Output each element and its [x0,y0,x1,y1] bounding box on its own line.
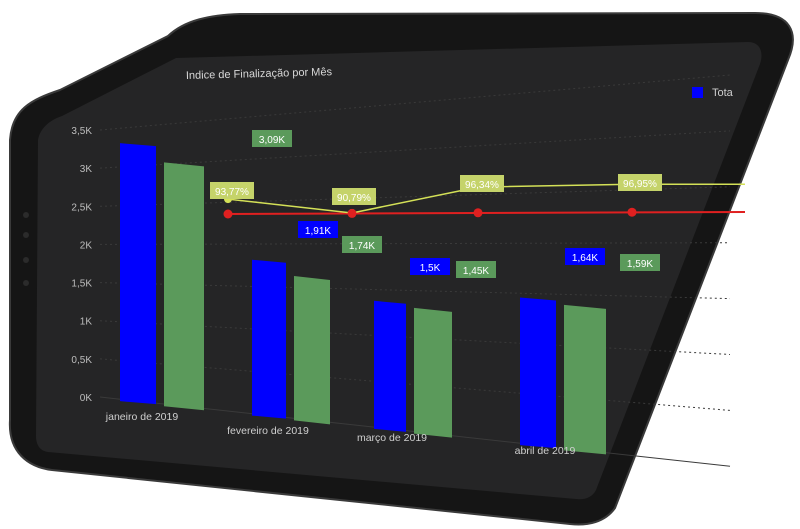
data-label-box [342,236,382,253]
bar-total [120,143,156,405]
reference-point [627,207,637,217]
bar-finalizado [164,162,204,411]
data-label-box [456,261,496,278]
legend-label: Tota [712,87,734,99]
camera-dot [23,280,29,286]
bar-total [252,259,286,419]
percent-label-box [460,175,504,192]
data-label: 1,74K [349,241,375,252]
gridline [99,282,731,300]
y-tick-label: 3K [80,164,93,175]
gridline [99,242,731,245]
y-tick-label: 1,5K [71,279,92,290]
data-label-box [410,258,450,275]
data-label-box [620,254,660,271]
percent-label: 96,34% [465,180,499,191]
data-label: 3,09K [259,135,285,146]
x-tick-label: janeiro de 2019 [105,411,179,423]
bar-total [374,300,406,432]
chart-area: 0K 0,5K 1K 1,5K 2K 2,5K 3K 3,5K 3,09K janeiro de … [71,74,746,467]
bar-finalizado [294,275,330,425]
percent-label: 90,79% [337,193,371,204]
percent-label: 96,95% [623,179,657,190]
data-label: 1,91K [305,226,331,237]
data-label: 1,5K [420,263,441,274]
legend: Tota [692,87,734,99]
x-tick-label: abril de 2019 [515,445,576,457]
gridline [99,74,731,131]
y-tick-label: 2K [80,240,93,251]
percent-label-box [332,188,376,205]
bar-total [520,297,556,449]
data-label: 1,45K [463,266,489,277]
y-tick-label: 0K [80,393,93,404]
percent-label: 93,77% [215,187,249,198]
reference-point [347,208,357,218]
percent-label-box [618,174,662,191]
data-label: 1,64K [572,253,598,264]
legend-swatch [692,87,703,98]
reference-point [473,208,483,218]
percentage-line [227,183,633,214]
data-label: 1,59K [627,259,653,270]
camera-dot [23,212,29,218]
percent-label-box [210,182,254,199]
y-tick-label: 0,5K [71,355,92,366]
x-tick-label: março de 2019 [357,432,427,444]
bar-finalizado [564,304,606,455]
camera-dot [23,257,29,263]
y-tick-label: 1K [80,317,93,328]
bar-finalizado [414,307,452,438]
reference-point [223,209,233,219]
gridline [99,130,731,169]
camera-dot [23,232,29,238]
data-label-box [298,221,338,238]
y-tick-label: 3,5K [71,126,92,137]
reference-line [224,211,746,215]
y-tick-label: 2,5K [71,202,92,213]
data-label-box [565,248,605,265]
chart-title: Indice de Finalização por Mês [186,66,333,82]
x-tick-label: fevereiro de 2019 [227,425,309,437]
data-label-box [252,130,292,147]
